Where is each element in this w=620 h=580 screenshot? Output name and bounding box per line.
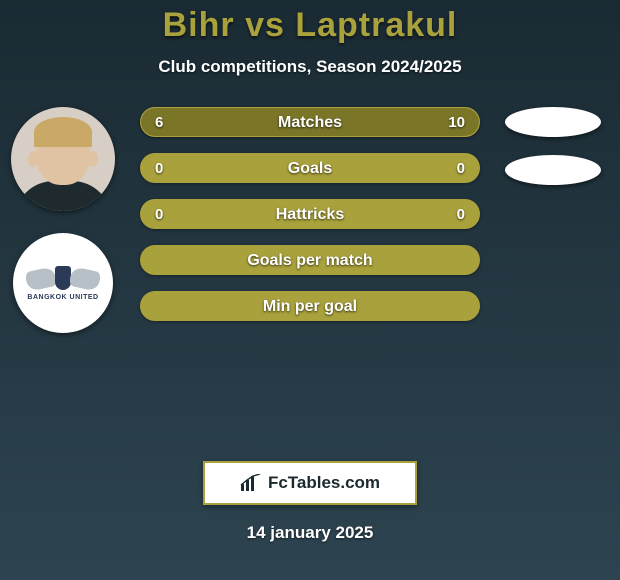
stat-row: Min per goal [140, 291, 480, 321]
stat-label: Min per goal [141, 292, 479, 320]
left-player-club-name: BANGKOK UNITED [27, 294, 98, 301]
stat-label: Matches [141, 108, 479, 136]
stat-right-value: 0 [457, 200, 465, 228]
stat-bars: Matches610Goals00Hattricks00Goals per ma… [140, 107, 480, 337]
stat-right-value: 0 [457, 154, 465, 182]
fctables-label: FcTables.com [268, 473, 380, 493]
stat-right-value: 10 [448, 108, 465, 136]
stat-left-value: 6 [155, 108, 163, 136]
stat-label: Hattricks [141, 200, 479, 228]
comparison-body: BANGKOK UNITED Matches610Goals00Hattrick… [0, 107, 620, 447]
stat-row: Goals0 0 [140, 153, 480, 183]
left-player-club-badge: BANGKOK UNITED [13, 233, 113, 333]
comparison-subtitle: Club competitions, Season 2024/2025 [0, 57, 620, 77]
left-player-avatar [11, 107, 115, 211]
fctables-watermark: FcTables.com [203, 461, 417, 505]
right-player-avatar-placeholder [505, 107, 601, 137]
stat-row: Matches6 10 [140, 107, 480, 137]
bar-chart-icon [240, 474, 262, 492]
stat-label: Goals per match [141, 246, 479, 274]
comparison-date: 14 january 2025 [0, 523, 620, 543]
stat-left-value: 0 [155, 154, 163, 182]
stat-left-value: 0 [155, 200, 163, 228]
right-player-column [498, 107, 608, 203]
comparison-title: Bihr vs Laptrakul [0, 0, 620, 45]
left-player-column: BANGKOK UNITED [8, 107, 118, 333]
right-player-club-placeholder [505, 155, 601, 185]
stat-row: Hattricks0 0 [140, 199, 480, 229]
stat-label: Goals [141, 154, 479, 182]
stat-row: Goals per match [140, 245, 480, 275]
club-wings-icon [28, 266, 98, 292]
